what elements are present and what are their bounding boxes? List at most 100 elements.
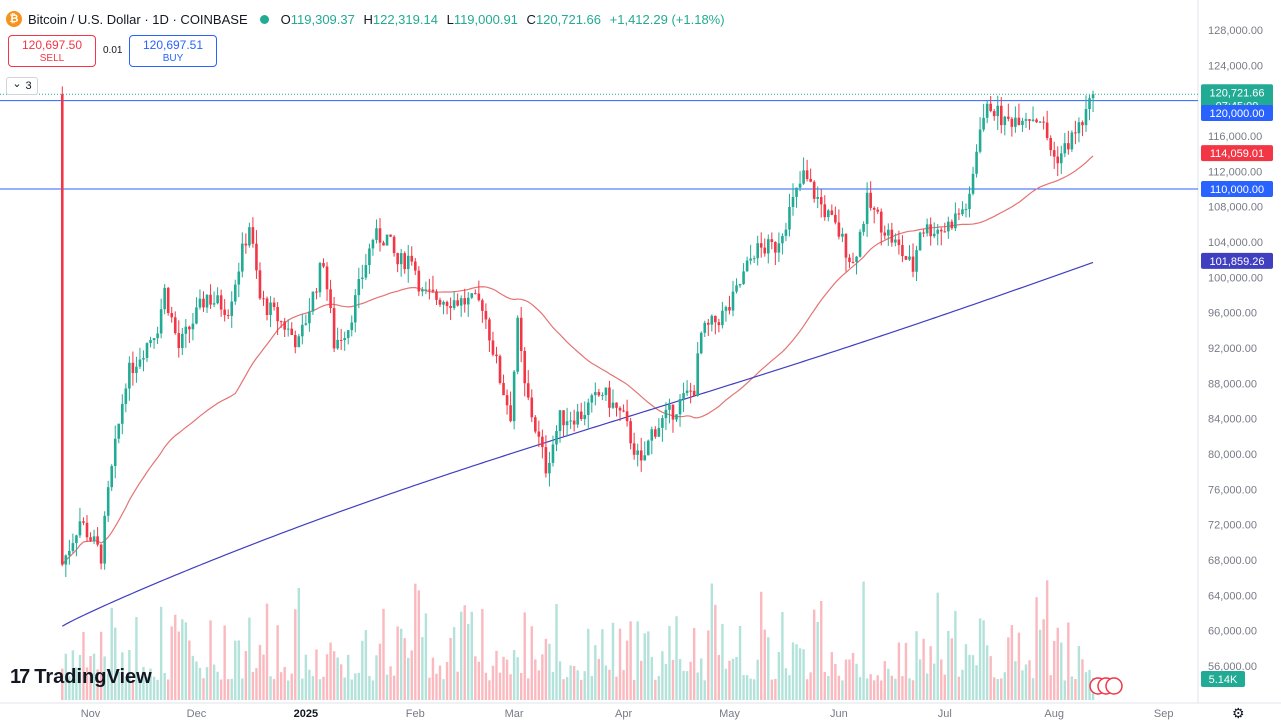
candle-body <box>212 303 216 305</box>
volume-bar <box>509 674 512 700</box>
volume-bar <box>760 591 763 700</box>
candle-body <box>809 178 812 182</box>
candle-body <box>396 253 399 265</box>
volume-bar <box>661 651 664 700</box>
volume-bar <box>837 675 841 700</box>
candle-body <box>1091 94 1095 99</box>
volume-bar <box>1084 672 1088 700</box>
volume-bar <box>883 661 886 700</box>
volume-bar <box>474 656 477 700</box>
candle-body <box>558 410 562 432</box>
gear-icon[interactable]: ⚙ <box>1232 705 1245 721</box>
candle-body <box>989 103 992 112</box>
candle-body <box>413 261 417 271</box>
candle-body <box>516 317 519 372</box>
ma-200-label-bg <box>1201 252 1273 269</box>
candle-body <box>481 300 484 311</box>
candle-body <box>904 256 908 260</box>
volume-bar <box>664 663 668 700</box>
candle-body <box>445 301 449 306</box>
volume-bar <box>117 672 120 700</box>
volume-label: 5.14K <box>1209 674 1238 686</box>
volume-bar <box>265 603 269 700</box>
candle-body <box>848 257 851 263</box>
volume-bar <box>149 668 152 700</box>
volume-bar <box>237 640 240 700</box>
candle-body <box>569 420 572 422</box>
candle-body <box>156 333 159 339</box>
buy-button[interactable]: 120,697.51 BUY <box>129 35 217 67</box>
candle-body <box>887 229 890 236</box>
chevron-down-icon: ⌄ <box>12 77 22 90</box>
candle-body <box>170 313 174 318</box>
volume-bar <box>689 661 692 700</box>
symbol-title[interactable]: Bitcoin / U.S. Dollar · 1D · COINBASE <box>28 11 248 27</box>
ohlc-change: +1,412.29 (+1.18%) <box>609 11 725 27</box>
candle-body <box>75 535 78 544</box>
candle-body <box>505 395 509 406</box>
candle-body <box>678 399 682 415</box>
volume-bar <box>880 680 883 700</box>
spread-value: 0.01 <box>103 45 123 56</box>
candle-body <box>883 232 887 236</box>
volume-bar <box>68 676 71 700</box>
candle-body <box>276 307 279 322</box>
candle-body <box>255 243 258 271</box>
candle-body <box>710 315 714 325</box>
volume-bar <box>512 650 516 700</box>
volume-bar <box>985 645 989 700</box>
candle-body <box>992 111 996 117</box>
volume-bar <box>587 628 590 700</box>
ohlc-high-label: H <box>363 11 373 27</box>
volume-bar <box>1067 622 1070 700</box>
sell-button[interactable]: 120,697.50 SELL <box>8 35 96 67</box>
time-tick-label: Jun <box>830 708 848 720</box>
volume-bar <box>216 671 219 700</box>
volume-bar <box>685 671 689 700</box>
volume-bar <box>435 673 438 700</box>
indicators-toggle-button[interactable]: ⌄ 3 <box>6 77 38 95</box>
volume-bar <box>954 610 957 700</box>
volume-bar <box>354 673 357 700</box>
candle-body <box>353 295 357 323</box>
ma-200-line <box>61 261 1094 627</box>
bitcoin-icon: ₿ <box>6 11 22 27</box>
candle-body <box>738 283 742 286</box>
tradingview-logo[interactable]: 17 TradingView <box>10 666 152 689</box>
time-tick-label: Dec <box>187 708 207 720</box>
volume-bar <box>481 608 484 700</box>
volume-bar <box>710 583 714 700</box>
candle-body <box>650 429 654 441</box>
volume-bar <box>290 673 293 700</box>
volume-bar <box>297 587 300 700</box>
volume-bar <box>968 654 971 700</box>
volume-bar <box>184 622 188 700</box>
volume-bar <box>569 665 572 700</box>
volume-bar <box>1014 661 1017 700</box>
volume-bar <box>650 656 653 700</box>
volume-bar <box>71 650 75 700</box>
candle-body <box>675 414 678 420</box>
volume-bar <box>421 637 424 700</box>
candle-body <box>950 221 954 229</box>
volume-bar <box>530 626 533 700</box>
volume-bar <box>555 604 558 700</box>
volume-bar <box>731 658 735 700</box>
volume-bar <box>777 652 781 700</box>
candle-body <box>721 310 724 326</box>
candle-body <box>385 234 389 246</box>
volume-bar <box>382 608 385 700</box>
candle-body <box>731 291 735 311</box>
volume-bar <box>657 675 661 700</box>
volume-bar <box>625 640 629 700</box>
candle-body <box>138 359 142 367</box>
volume-bar <box>858 677 862 700</box>
volume-bar <box>802 649 805 700</box>
volume-bar <box>505 659 509 700</box>
volume-bar <box>795 644 798 700</box>
candle-body <box>872 207 876 210</box>
volume-bar <box>1024 664 1028 700</box>
candle-body <box>696 353 699 396</box>
candle-body <box>99 544 103 564</box>
